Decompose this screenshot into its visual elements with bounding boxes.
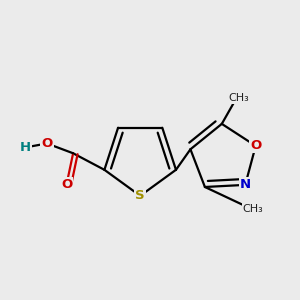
Text: CH₃: CH₃ bbox=[228, 93, 249, 103]
Text: H: H bbox=[20, 141, 31, 154]
Text: S: S bbox=[135, 189, 145, 202]
Text: N: N bbox=[240, 178, 251, 191]
Text: CH₃: CH₃ bbox=[243, 204, 263, 214]
Text: O: O bbox=[250, 140, 261, 152]
Text: O: O bbox=[61, 178, 72, 191]
Text: O: O bbox=[41, 137, 52, 150]
